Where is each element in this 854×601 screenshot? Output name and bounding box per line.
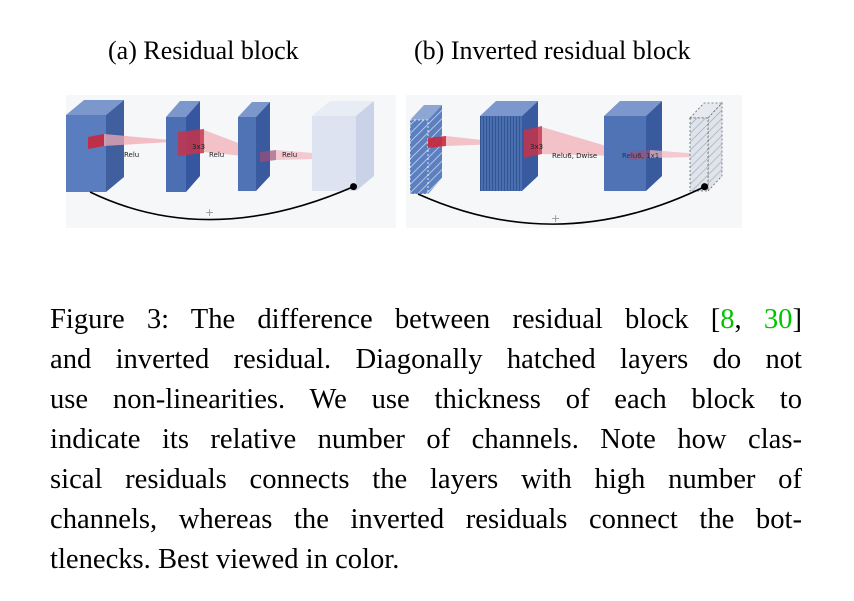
panel-a-skip-connection	[89, 183, 358, 221]
panel-b-background	[406, 95, 742, 228]
panel-a-label-3x3: 3x3	[192, 143, 205, 151]
panel-a-projection-1	[104, 134, 170, 146]
panel-a-title: (a) Residual block	[108, 36, 299, 65]
caption-line: use non-linearities. We use thickness of…	[50, 380, 802, 420]
panel-a-diagram: Relu 3x3 Relu Relu	[66, 100, 374, 221]
panel-a-block-3	[238, 102, 270, 191]
panel-b-kernel-2	[524, 126, 542, 158]
panel-a-kernel-3	[260, 150, 276, 162]
panel-b-skip-connection	[417, 183, 709, 225]
caption-line: sical residuals connects the layers with…	[50, 460, 802, 500]
citation-link[interactable]: 30	[763, 304, 793, 335]
panel-a-label-relu-3: Relu	[282, 151, 297, 159]
panel-a-block-1	[66, 100, 124, 192]
panel-a-kernel-2	[178, 129, 204, 156]
panel-b-block-3	[604, 101, 662, 191]
panel-b-diagram: 3x3 Relu6, Dwise Relu6, 1x1 +	[409, 101, 723, 225]
panel-b-label-3x3: 3x3	[530, 143, 543, 151]
panel-b-title: (b) Inverted residual block	[414, 36, 691, 65]
panel-a-label-relu-1: Relu	[124, 151, 139, 159]
panel-b-kernel-1	[428, 136, 446, 148]
caption-line: and inverted residual. Diagonally hatche…	[50, 340, 802, 380]
caption-text: tlenecks. Best viewed in color.	[50, 544, 400, 575]
panel-b-block-1-hatched	[409, 105, 442, 195]
panel-a-label-relu-2: Relu	[209, 151, 224, 159]
caption-text: indicate its relative number of channels…	[50, 424, 802, 455]
caption-text: ]	[792, 304, 802, 335]
caption-text: ,	[734, 304, 764, 335]
caption-line: Figure 3: The difference between residua…	[50, 300, 802, 340]
panel-b-projection-2	[542, 127, 620, 156]
panel-a-block-4	[312, 101, 374, 191]
caption-text: sical residuals connects the layers with…	[50, 464, 802, 495]
panel-b-label-relu6-dwise: Relu6, Dwise	[552, 152, 597, 160]
caption-text: Figure 3: The difference between residua…	[50, 304, 721, 335]
caption-text: use non-linearities. We use thickness of…	[50, 384, 802, 415]
citation-link[interactable]: 8	[720, 304, 735, 335]
panel-a-plus: +	[205, 206, 214, 219]
panel-b-kernel-3	[630, 150, 650, 160]
caption-line: channels, whereas the inverted residuals…	[50, 500, 802, 540]
residual-blocks-figure: Relu 3x3 Relu Relu	[66, 95, 742, 228]
caption-text: and inverted residual. Diagonally hatche…	[50, 344, 802, 375]
caption-line: tlenecks. Best viewed in color.	[50, 540, 802, 580]
caption-line: indicate its relative number of channels…	[50, 420, 802, 460]
caption-text: channels, whereas the inverted residuals…	[50, 504, 802, 535]
panel-b-plus: +	[551, 212, 560, 225]
figure-caption: Figure 3: The difference between residua…	[50, 300, 802, 580]
panel-a-kernel-1	[88, 134, 104, 149]
panel-b-block-2-expanded	[480, 101, 538, 191]
panel-b-label-relu6-1x1: Relu6, 1x1	[622, 152, 659, 160]
panel-b-projection-3	[650, 150, 700, 158]
panel-b-block-4-hatched	[689, 101, 723, 193]
